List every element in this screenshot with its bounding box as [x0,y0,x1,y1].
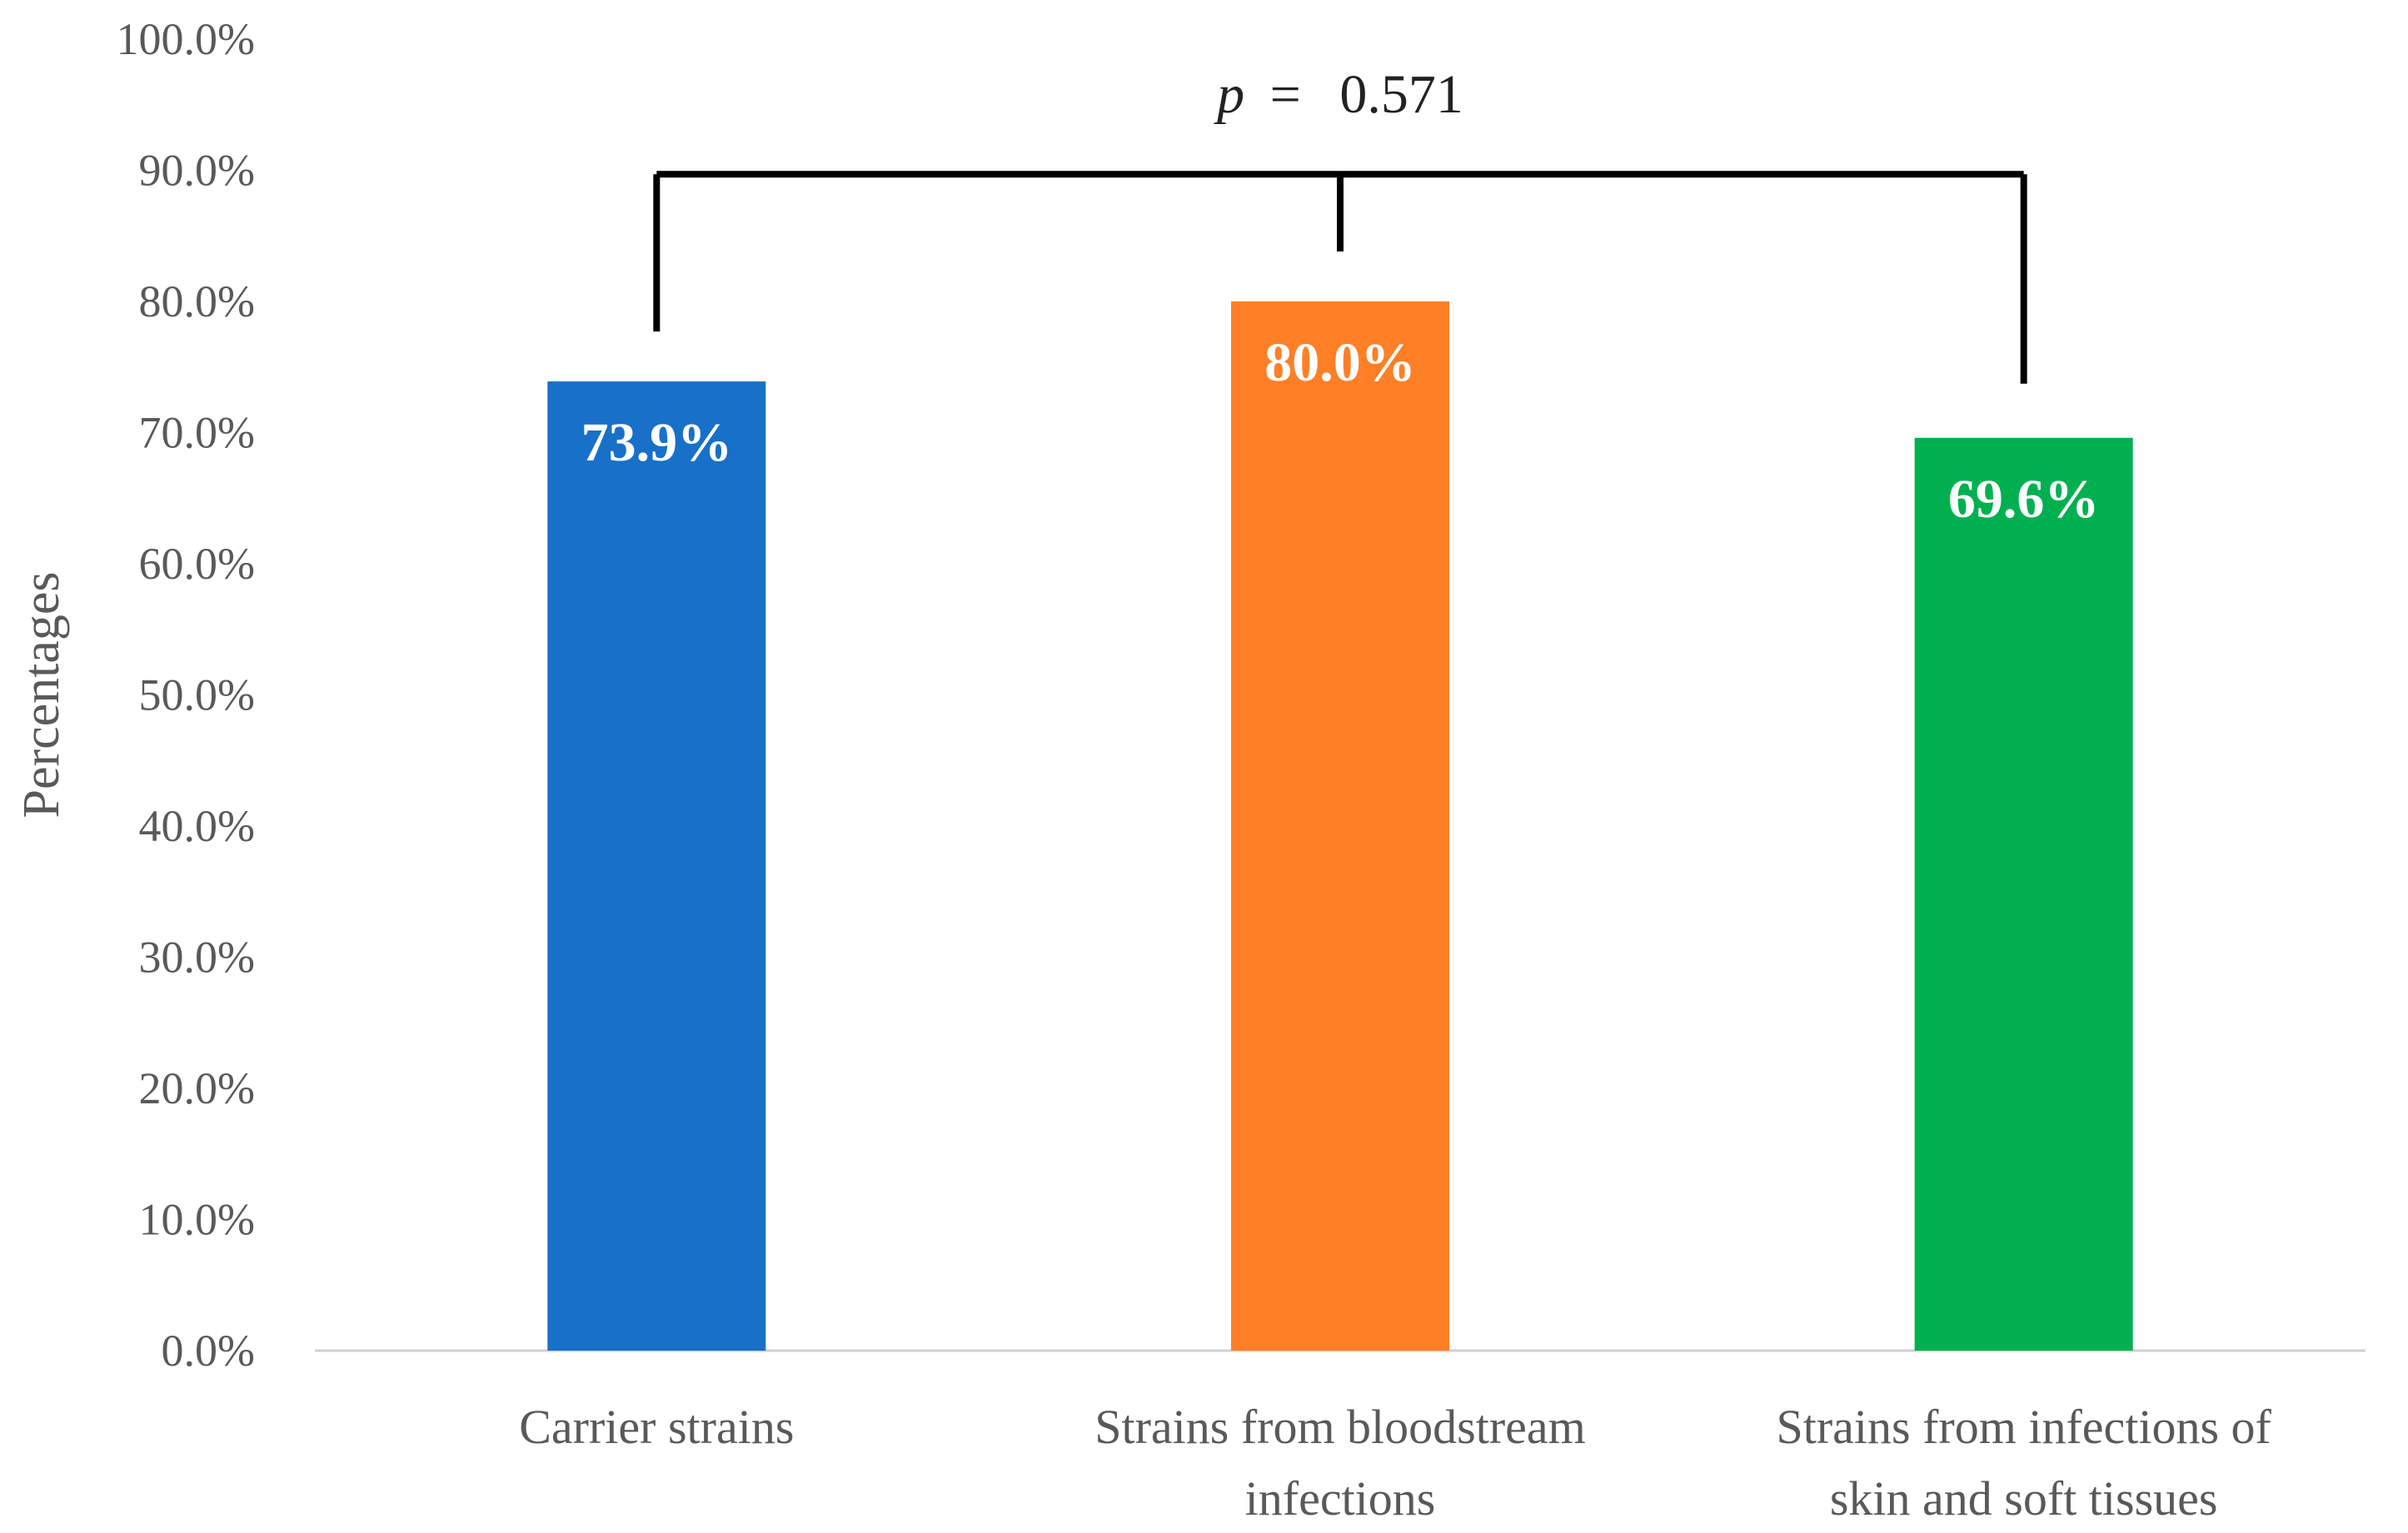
category-label: skin and soft tissues [1830,1471,2218,1526]
bar [1914,437,2133,1351]
y-tick-label: 10.0% [139,1195,255,1245]
y-tick-label: 0.0% [162,1326,255,1376]
bar [547,381,766,1351]
p-symbol: p [1214,64,1244,125]
y-tick-label: 50.0% [139,670,255,720]
data-labels: 73.9% 80.0% 69.6% [581,332,2100,530]
category-label: Strains from infections of [1776,1400,2271,1454]
y-axis-label: Percentages [13,571,70,818]
p-equals: = [1270,64,1301,125]
y-tick-label: 90.0% [139,146,255,196]
y-tick-label: 70.0% [139,408,255,458]
category-labels: Carrier strains Strains from bloodstream i… [519,1400,2271,1526]
p-value: 0.571 [1339,64,1463,125]
y-tick-label: 40.0% [139,801,255,851]
y-tick-label: 100.0% [117,14,255,64]
category-label: Strains from bloodstream [1094,1400,1586,1454]
y-tick-label: 80.0% [139,276,255,326]
bars [547,301,2133,1351]
significance-bracket [653,171,2027,384]
y-tick-label: 60.0% [139,539,255,589]
bar-data-label: 73.9% [581,412,733,473]
bar-data-label: 69.6% [1948,469,2100,530]
y-tick-label: 20.0% [139,1063,255,1113]
bar-data-label: 80.0% [1264,332,1416,393]
category-label: Carrier strains [519,1400,794,1454]
y-tick-label: 30.0% [139,933,255,983]
bar [1231,301,1449,1351]
p-value-annotation: p = 0.571 [1214,64,1463,125]
y-axis-ticks: 0.0% 10.0% 20.0% 30.0% 40.0% 50.0% 60.0% 70.0% 8… [117,14,255,1376]
category-label: infections [1245,1471,1436,1526]
